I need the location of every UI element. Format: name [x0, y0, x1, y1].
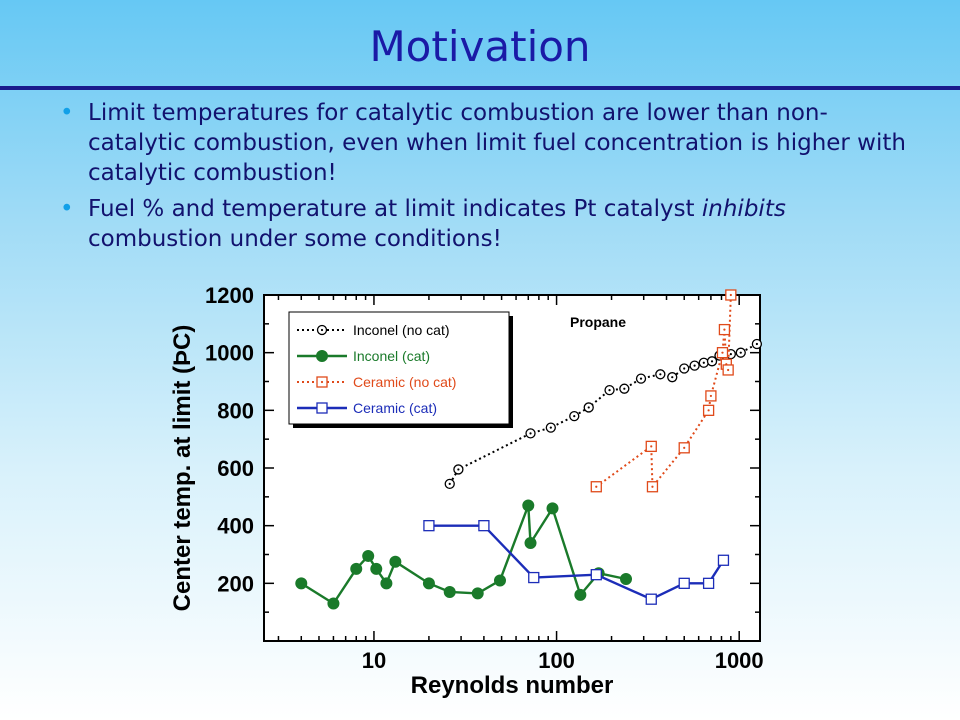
y-tick-label: 600 — [217, 456, 254, 481]
data-point-center — [457, 468, 460, 471]
title-divider — [0, 86, 960, 90]
data-point — [524, 536, 537, 549]
data-point — [493, 574, 506, 587]
data-point-center — [707, 409, 710, 412]
data-point-center — [320, 328, 324, 332]
x-axis-title: Reynolds number — [411, 672, 614, 699]
data-point-center — [587, 406, 590, 409]
data-point-center — [709, 394, 713, 398]
data-point — [422, 577, 435, 590]
bullet-text: combustion under some conditions! — [88, 226, 502, 252]
data-point-center — [683, 367, 686, 370]
data-point-center — [549, 426, 552, 429]
data-point-center — [702, 361, 705, 364]
data-point-center — [723, 328, 726, 331]
data-point-center — [320, 380, 324, 384]
data-point — [678, 577, 690, 589]
data-point — [370, 562, 383, 575]
data-point — [620, 573, 633, 586]
x-tick-labels: 10 100 1000 — [362, 648, 764, 673]
bullet-glyph: • — [60, 196, 74, 222]
bullet-item: • Limit temperatures for catalytic combu… — [60, 98, 920, 188]
x-tick-label: 100 — [538, 648, 575, 673]
data-point-center — [729, 293, 732, 297]
data-point — [590, 569, 602, 581]
data-point — [478, 520, 490, 532]
x-tick-label: 10 — [362, 648, 386, 673]
data-point-center — [671, 376, 674, 379]
data-point — [362, 549, 375, 562]
annotation-propane: Propane — [570, 314, 626, 330]
data-point — [522, 499, 535, 512]
data-point-center — [710, 360, 714, 363]
data-point — [327, 597, 340, 610]
data-point-center — [623, 387, 626, 390]
data-point-center — [650, 445, 653, 448]
data-point — [316, 402, 328, 414]
legend-label: Ceramic (no cat) — [353, 374, 456, 390]
data-point — [423, 520, 435, 532]
data-point — [717, 554, 730, 566]
y-tick-label: 1000 — [205, 341, 254, 366]
data-point-center — [693, 364, 696, 367]
data-point-center — [729, 353, 732, 356]
y-tick-label: 400 — [217, 514, 254, 539]
data-point-center — [739, 351, 742, 354]
legend-label: Ceramic (cat) — [353, 400, 437, 416]
data-point-center — [651, 485, 654, 488]
legend-label: Inconel (no cat) — [353, 322, 450, 338]
bullet-text: Fuel % and temperature at limit indicate… — [88, 196, 702, 222]
data-point-center — [573, 415, 576, 418]
data-point — [471, 587, 484, 600]
series-0 — [444, 338, 763, 490]
slide-title: Motivation — [369, 22, 591, 71]
series-1 — [295, 499, 633, 610]
data-point-center — [595, 485, 598, 488]
series-line — [595, 294, 732, 490]
y-tick-label: 1200 — [205, 283, 254, 308]
data-point — [350, 562, 363, 575]
data-point — [389, 555, 402, 568]
bullet-emphasis: inhibits — [701, 196, 786, 222]
bullet-item: • Fuel % and temperature at limit indica… — [60, 194, 920, 254]
bullet-text: Limit temperatures for catalytic combust… — [88, 100, 906, 186]
y-axis-title: Center temp. at limit (ÞC) — [169, 325, 196, 612]
data-point-center — [721, 351, 724, 354]
legend-label: Inconel (cat) — [353, 348, 430, 364]
bullet-glyph: • — [60, 100, 74, 126]
data-point-center — [639, 377, 643, 380]
data-point — [380, 577, 393, 590]
legend-items: Inconel (no cat) Inconel (cat) Ceramic (no… — [297, 322, 456, 416]
axis-ticks — [264, 294, 760, 642]
data-point — [574, 588, 587, 601]
data-point-center — [608, 389, 611, 392]
data-point — [528, 571, 540, 584]
series-2 — [590, 289, 737, 493]
data-point — [546, 502, 559, 515]
data-point — [316, 350, 328, 362]
y-tick-label: 200 — [217, 571, 254, 596]
bullet-list: • Limit temperatures for catalytic combu… — [60, 98, 920, 260]
data-point-center — [755, 342, 758, 346]
data-point — [645, 593, 657, 605]
legend: Inconel (no cat) Inconel (cat) Ceramic (no… — [288, 311, 513, 428]
data-point-center — [683, 446, 686, 449]
y-tick-labels: 200 400 600 800 1000 1200 — [205, 283, 254, 596]
series-layer — [295, 289, 763, 610]
data-point-center — [529, 432, 532, 435]
data-point-center — [448, 482, 451, 485]
x-tick-label: 1000 — [715, 648, 764, 673]
data-point — [295, 577, 308, 590]
data-point-center — [727, 368, 730, 372]
data-point — [443, 585, 456, 598]
series-3 — [423, 520, 730, 605]
y-tick-label: 800 — [217, 398, 254, 423]
data-point — [702, 577, 715, 589]
reynolds-temperature-chart: 10 100 1000 200 400 600 800 1000 1200 Reynolds … — [169, 283, 764, 699]
data-point-center — [659, 373, 662, 376]
